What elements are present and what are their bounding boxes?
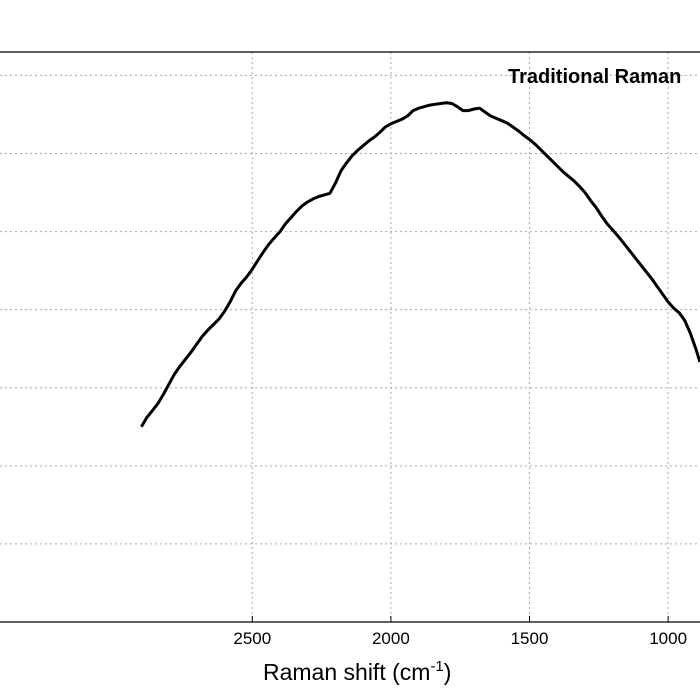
- x-axis-label: Raman shift (cm-1): [263, 658, 451, 685]
- series-group: [140, 101, 700, 428]
- plot-frame: [0, 51, 700, 623]
- x-tick-label-2000: 2000: [372, 629, 410, 648]
- x-axis-label-superscript: -1: [430, 658, 443, 675]
- x-tick-label-1000: 1000: [649, 629, 687, 648]
- x-tick-label-1500: 1500: [511, 629, 549, 648]
- grid: [0, 52, 700, 622]
- x-axis-label-main: Raman shift (cm: [263, 659, 430, 685]
- x-tick-label-2500: 2500: [233, 629, 271, 648]
- series-line-1: [140, 101, 700, 428]
- chart-title: Traditional Raman: [508, 66, 681, 88]
- x-axis-label-suffix: ): [444, 659, 452, 685]
- x-axis-ticks: 2500 2000 1500 1000: [233, 616, 687, 648]
